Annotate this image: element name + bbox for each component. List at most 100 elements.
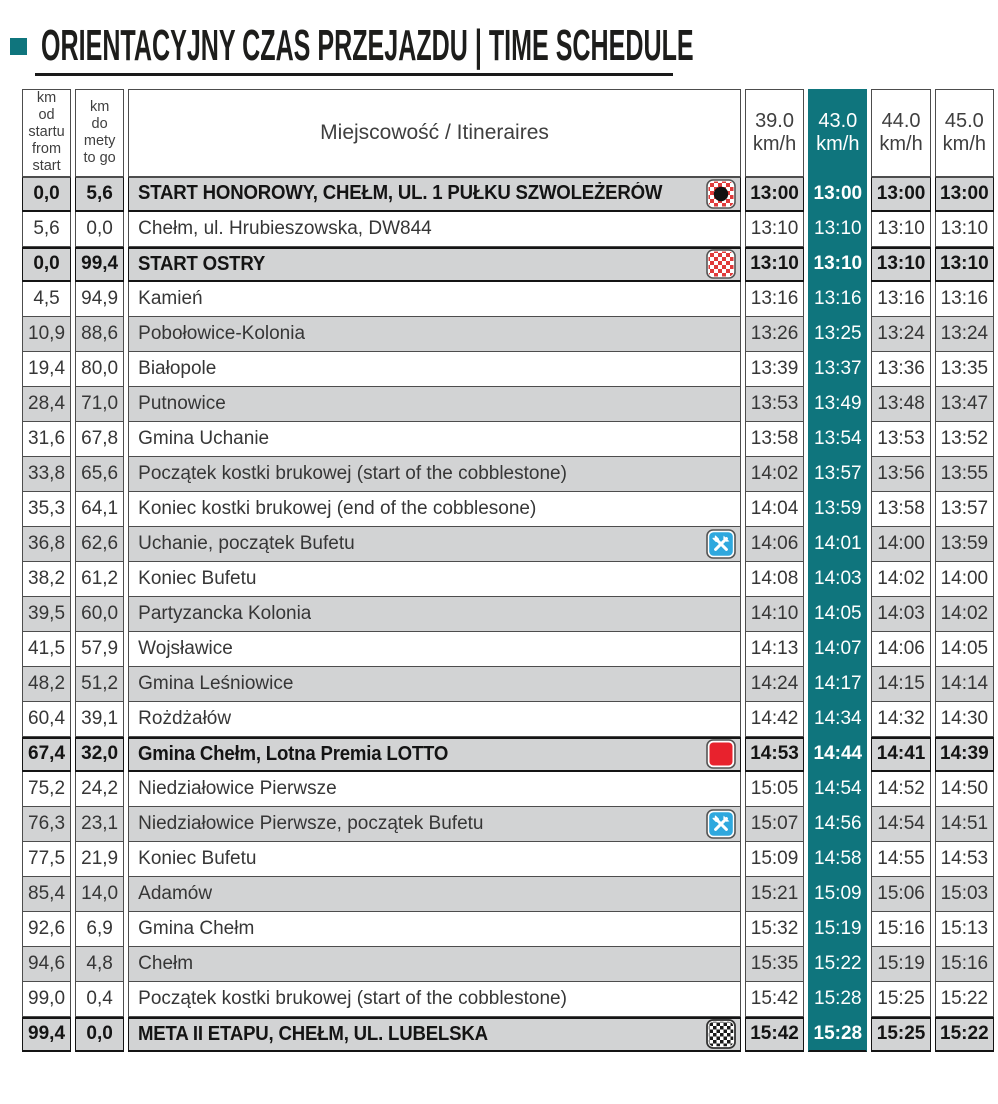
place-label: Gmina Chełm, Lotna Premia LOTTO [138,742,449,765]
cell-km-to-go: 88,6 [75,316,125,352]
cell-time-44: 15:25 [871,1016,931,1052]
cell-time-43: 13:49 [808,386,868,422]
place-icon-slot [706,249,736,279]
place-label: Koniec kostki brukowej (end of the cobbl… [138,497,537,519]
cell-time-43: 13:16 [808,281,868,317]
cell-place: Koniec kostki brukowej (end of the cobbl… [128,491,741,527]
cell-time-44: 15:25 [871,981,931,1017]
cell-km-from-start: 85,4 [22,876,72,912]
cell-time-43: 14:05 [808,596,868,632]
cell-km-to-go: 14,0 [75,876,125,912]
cell-time-45: 15:13 [934,911,994,947]
cell-time-44: 13:24 [871,316,931,352]
cell-time-43: 14:07 [808,631,868,667]
cell-place: Koniec Bufetu [128,841,741,877]
cell-time-45: 14:14 [934,666,994,702]
cell-km-from-start: 38,2 [22,561,72,597]
cell-time-45: 14:50 [934,771,994,807]
place-label: Kamień [138,287,203,309]
schedule-row: 41,5 57,9 Wojsławice 14:13 14:07 14:06 1… [22,631,994,667]
cell-time-39: 14:13 [744,631,805,667]
cell-time-39: 13:16 [744,281,805,317]
cell-time-39: 14:42 [744,701,805,737]
cell-time-44: 13:00 [871,176,931,212]
cell-time-39: 15:32 [744,911,805,947]
cell-place: Początek kostki brukowej (start of the c… [128,456,741,492]
cell-time-43: 14:01 [808,526,868,562]
cell-time-39: 14:53 [744,736,805,772]
cell-time-39: 15:05 [744,771,805,807]
cell-place: Chełm [128,946,741,982]
schedule-body: 0,0 5,6 START HONOROWY, CHEŁM, UL. 1 PUŁ… [22,176,994,1052]
finish-checkered-flag-icon [706,1019,736,1049]
buffet-icon [706,808,736,839]
cell-place: Putnowice [128,386,741,422]
cell-place: Początek kostki brukowej (start of the c… [128,981,741,1017]
speed-unit: km/h [752,132,797,155]
schedule-row: 31,6 67,8 Gmina Uchanie 13:58 13:54 13:5… [22,421,994,457]
schedule-row: 0,0 99,4 START OSTRY 13:10 13:10 13:10 1… [22,246,994,282]
cell-place: Adamów [128,876,741,912]
cell-km-to-go: 23,1 [75,806,125,842]
cell-time-44: 15:06 [871,876,931,912]
cell-time-44: 13:48 [871,386,931,422]
table-header-row: km od startu from start km do mety to go… [22,89,994,177]
place-icon-slot [706,1019,736,1049]
cell-time-44: 13:53 [871,421,931,457]
cell-time-44: 14:55 [871,841,931,877]
cell-time-45: 13:47 [934,386,994,422]
cell-time-44: 14:03 [871,596,931,632]
cell-place: Gmina Chełm [128,911,741,947]
cell-time-43: 15:09 [808,876,868,912]
cell-time-45: 14:00 [934,561,994,597]
cell-km-from-start: 19,4 [22,351,72,387]
cell-km-from-start: 36,8 [22,526,72,562]
cell-place: Rożdżałów [128,701,741,737]
title-bullet-square [10,37,27,55]
speed-unit: km/h [816,132,860,155]
cell-km-to-go: 62,6 [75,526,125,562]
cell-place: Uchanie, początek Bufetu [128,526,741,562]
cell-place: Koniec Bufetu [128,561,741,597]
cell-time-44: 13:10 [871,211,931,247]
buffet-icon [706,528,736,559]
place-label: Chełm [138,952,194,974]
cell-time-45: 13:55 [934,456,994,492]
cell-km-to-go: 4,8 [75,946,125,982]
cell-km-from-start: 35,3 [22,491,72,527]
cell-place: START HONOROWY, CHEŁM, UL. 1 PUŁKU SZWOL… [128,176,741,212]
place-label: Partyzancka Kolonia [138,602,312,624]
schedule-row: 75,2 24,2 Niedziałowice Pierwsze 15:05 1… [22,771,994,807]
header-speed-44: 44.0 km/h [871,89,931,177]
cell-place: Chełm, ul. Hrubieszowska, DW844 [128,211,741,247]
cell-time-43: 14:17 [808,666,868,702]
cell-km-from-start: 28,4 [22,386,72,422]
cell-time-43: 14:58 [808,841,868,877]
cell-time-45: 13:16 [934,281,994,317]
cell-place: Niedziałowice Pierwsze [128,771,741,807]
cell-time-39: 14:10 [744,596,805,632]
cell-time-44: 14:41 [871,736,931,772]
cell-time-43: 14:54 [808,771,868,807]
cell-place: Kamień [128,281,741,317]
cell-km-from-start: 0,0 [22,246,72,282]
cell-km-to-go: 60,0 [75,596,125,632]
cell-km-from-start: 0,0 [22,176,72,212]
cell-km-to-go: 6,9 [75,911,125,947]
cell-time-44: 14:00 [871,526,931,562]
cell-km-from-start: 92,6 [22,911,72,947]
schedule-row: 35,3 64,1 Koniec kostki brukowej (end of… [22,491,994,527]
place-label: Białopole [138,357,217,379]
cell-time-45: 15:22 [934,981,994,1017]
cell-km-from-start: 77,5 [22,841,72,877]
place-icon-slot [706,808,736,839]
header-speed-39: 39.0 km/h [744,89,805,177]
cell-time-45: 14:02 [934,596,994,632]
cell-km-from-start: 39,5 [22,596,72,632]
cell-km-to-go: 80,0 [75,351,125,387]
cell-place: Niedziałowice Pierwsze, początek Bufetu [128,806,741,842]
cell-time-45: 13:00 [934,176,994,212]
cell-time-43: 14:03 [808,561,868,597]
cell-time-43: 13:00 [808,176,868,212]
cell-time-43: 14:44 [808,736,868,772]
